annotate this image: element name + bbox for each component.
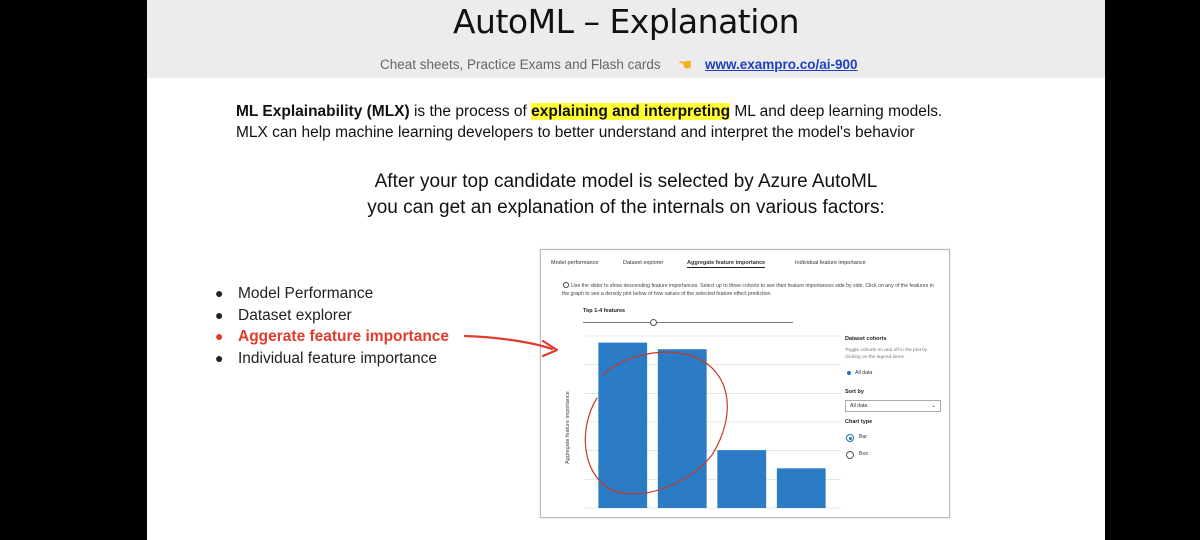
annotation-arrow — [463, 334, 554, 351]
chart-y-axis-label: Aggregate feature importance — [565, 391, 571, 464]
intro: After your top candidate model is select… — [147, 169, 1105, 221]
azure-explanation-screenshot: Model performance Dataset explorer Aggre… — [540, 249, 950, 518]
chart-bar[interactable] — [776, 468, 826, 508]
feature-slider-thumb[interactable] — [650, 319, 657, 326]
bullet-dot-icon: ● — [215, 285, 224, 301]
chart-type-box-radio[interactable] — [846, 451, 854, 459]
definition-mid: is the process of — [409, 103, 532, 120]
bullet-item: ● Individual feature importance — [213, 348, 449, 370]
bullet-label: Model Performance — [238, 285, 374, 302]
definition-line2: MLX can help machine learning developers… — [236, 124, 915, 141]
sort-by-label: Sort by — [845, 389, 864, 395]
slide: AutoML – Explanation Cheat sheets, Pract… — [147, 0, 1105, 540]
chart-type-bar-label: Bar — [859, 434, 868, 440]
bullet-label: Individual feature importance — [238, 349, 438, 367]
legend-dot-icon — [847, 371, 851, 375]
bullet-list: ● Model Performance ● Dataset explorer ● Ag… — [213, 283, 449, 369]
chevron-down-icon: ⌄ — [930, 403, 936, 409]
chart-bar[interactable] — [657, 349, 707, 508]
top-features-label: Top 1-4 features — [583, 308, 626, 314]
definition-highlight: explaining and interpreting — [531, 103, 731, 120]
sort-by-value: All data — [850, 403, 868, 409]
sort-by-dropdown[interactable]: All data ⌄ — [845, 400, 941, 412]
legend-item-all-data[interactable]: All data — [855, 370, 873, 376]
tab-model-performance[interactable]: Model performance — [551, 260, 599, 266]
cohorts-help: Toggle cohorts on and off in the plot by… — [845, 348, 928, 360]
bullet-dot-icon: ● — [215, 306, 224, 323]
tab-dataset-explorer[interactable]: Dataset explorer — [623, 260, 664, 266]
tab-aggregate-feature-importance[interactable]: Aggregate feature importance — [687, 260, 766, 268]
bullet-dot-icon: ● — [215, 328, 224, 344]
intro-line1: After your top candidate model is select… — [374, 171, 878, 192]
bullet-item-active: ● Aggerate feature importance — [213, 326, 449, 348]
chart-bar[interactable] — [598, 342, 648, 508]
header-band: AutoML – Explanation Cheat sheets, Pract… — [147, 0, 1105, 78]
cohort-panel: Dataset cohorts Toggle cohorts on and of… — [845, 336, 945, 459]
info-text: Use the slider to show descending featur… — [562, 283, 934, 297]
definition-end: ML and deep learning models. — [730, 103, 943, 120]
feature-importance-chart: Aggregate feature importance — [565, 335, 841, 509]
subtitle: Cheat sheets, Practice Exams and Flash c… — [380, 57, 661, 72]
intro-line2: you can get an explanation of the intern… — [367, 197, 885, 218]
pointing-hand-icon: ☚ — [678, 57, 693, 74]
chart-bar[interactable] — [717, 450, 767, 508]
bullet-label: Dataset explorer — [238, 306, 352, 324]
cohorts-title: Dataset cohorts — [845, 336, 887, 342]
chart-type-label: Chart type — [845, 419, 873, 425]
bullet-label: Aggerate feature importance — [238, 328, 450, 345]
chart-bars — [598, 342, 826, 508]
bullet-item: ● Model Performance — [213, 283, 449, 305]
feature-slider-track[interactable] — [583, 322, 793, 323]
chart-type-box-label: Box — [859, 451, 868, 457]
definition-term: ML Explainability (MLX) — [236, 103, 410, 120]
bullet-dot-icon: ● — [215, 349, 224, 366]
info-circle-icon — [563, 282, 569, 288]
bullet-item: ● Dataset explorer — [213, 305, 449, 327]
tab-individual-feature-importance[interactable]: Individual feature importance — [795, 260, 866, 266]
chart-type-bar-radio[interactable] — [846, 434, 854, 442]
slide-title: AutoML – Explanation — [452, 2, 800, 41]
exampro-link[interactable]: www.exampro.co/ai-900 — [705, 57, 858, 72]
definition: ML Explainability (MLX) is the process o… — [236, 101, 1036, 143]
